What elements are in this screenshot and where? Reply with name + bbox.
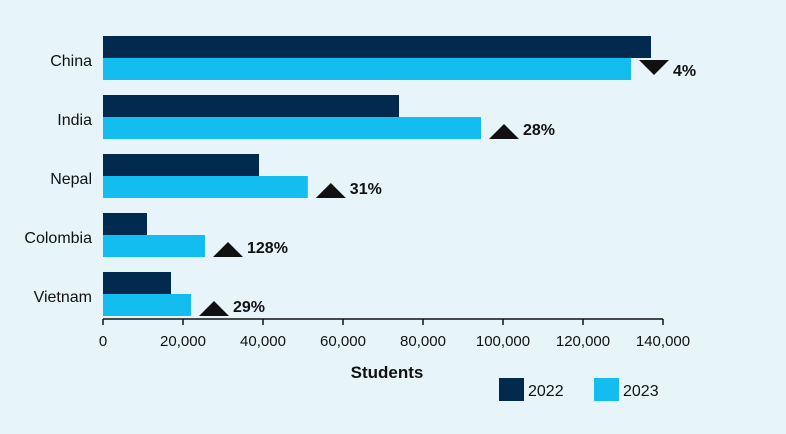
category-label-nepal: Nepal bbox=[50, 171, 92, 188]
change-up-arrow-icon-vietnam bbox=[199, 301, 229, 316]
x-tick-label: 100,000 bbox=[476, 333, 530, 350]
bars-layer bbox=[103, 36, 651, 316]
change-label-nepal: 31% bbox=[350, 181, 382, 198]
change-up-arrow-icon-colombia bbox=[213, 242, 243, 257]
x-tick-label: 20,000 bbox=[160, 333, 206, 350]
category-labels: China India Nepal Colombia Vietnam bbox=[24, 53, 92, 306]
category-label-vietnam: Vietnam bbox=[34, 289, 92, 306]
change-down-arrow-icon-china bbox=[639, 60, 669, 75]
x-tick-label: 140,000 bbox=[636, 333, 690, 350]
x-tick-label: 120,000 bbox=[556, 333, 610, 350]
legend: 2022 2023 bbox=[499, 378, 659, 401]
x-tick-label: 60,000 bbox=[320, 333, 366, 350]
change-up-arrow-icon-nepal bbox=[315, 183, 346, 198]
change-label-vietnam: 29% bbox=[233, 299, 265, 316]
x-axis-label: Students bbox=[351, 363, 424, 382]
category-label-colombia: Colombia bbox=[24, 230, 92, 247]
legend-label-2022: 2022 bbox=[528, 383, 564, 400]
change-label-colombia: 128% bbox=[247, 240, 288, 257]
legend-swatch-2023 bbox=[594, 378, 619, 401]
x-tick-label: 80,000 bbox=[400, 333, 446, 350]
change-markers-layer: 4% 28% 31% 128% 29% bbox=[199, 60, 696, 316]
bar-colombia-2023 bbox=[103, 235, 205, 257]
bar-nepal-2023 bbox=[103, 176, 308, 198]
x-tick-label: 40,000 bbox=[240, 333, 286, 350]
change-label-india: 28% bbox=[523, 122, 555, 139]
x-axis-ticks: 0 20,000 40,000 60,000 80,000 100,000 120,000 1… bbox=[99, 319, 690, 350]
category-label-china: China bbox=[50, 53, 92, 70]
category-label-india: India bbox=[57, 112, 92, 129]
bar-nepal-2022 bbox=[103, 154, 259, 176]
bar-vietnam-2022 bbox=[103, 272, 171, 294]
x-tick-label: 0 bbox=[99, 333, 107, 350]
bar-colombia-2022 bbox=[103, 213, 147, 235]
bar-india-2022 bbox=[103, 95, 399, 117]
legend-swatch-2022 bbox=[499, 378, 524, 401]
bar-india-2023 bbox=[103, 117, 481, 139]
bar-china-2022 bbox=[103, 36, 651, 58]
change-label-china: 4% bbox=[673, 63, 696, 80]
change-up-arrow-icon-india bbox=[489, 124, 519, 139]
bar-china-2023 bbox=[103, 58, 631, 80]
legend-label-2023: 2023 bbox=[623, 383, 659, 400]
bar-vietnam-2023 bbox=[103, 294, 191, 316]
